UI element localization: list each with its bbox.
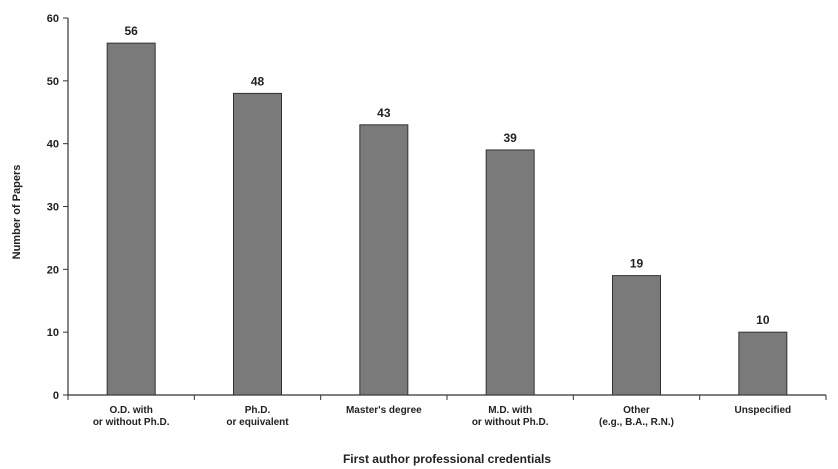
x-tick-label: M.D. with or without Ph.D. <box>472 405 549 428</box>
bars <box>106 42 788 396</box>
bar <box>106 42 156 396</box>
category-labels: O.D. with or without Ph.D. Ph.D. or equival… <box>93 405 791 428</box>
x-tick-label: Unspecified <box>734 405 791 416</box>
y-tick-label: 30 <box>47 202 59 214</box>
y-tick-label: 0 <box>53 390 59 402</box>
x-tick-label: Other (e.g., B.A., R.N.) <box>599 405 674 428</box>
y-axis: 0 10 20 30 40 50 60 <box>47 13 69 402</box>
bar <box>485 149 535 396</box>
x-tick-label: Master's degree <box>346 405 422 416</box>
bar <box>232 92 283 396</box>
data-label: 43 <box>377 106 391 120</box>
bar <box>359 124 409 396</box>
x-axis-title: First author professional credentials <box>343 452 551 466</box>
bar <box>738 331 788 396</box>
data-label: 10 <box>756 313 770 327</box>
y-axis-title: Number of Papers <box>11 165 23 260</box>
y-tick-label: 40 <box>47 139 59 151</box>
data-label: 39 <box>503 131 517 145</box>
x-axis <box>67 394 827 400</box>
data-labels: 56 48 43 39 19 10 <box>124 24 769 327</box>
x-tick-label: Ph.D. or equivalent <box>226 405 289 428</box>
data-label: 48 <box>251 74 265 88</box>
y-tick-label: 50 <box>47 76 59 88</box>
data-label: 56 <box>124 24 138 38</box>
y-tick-label: 60 <box>47 13 59 25</box>
y-tick-label: 10 <box>47 327 59 339</box>
y-tick-label: 20 <box>47 264 59 276</box>
x-tick-label: O.D. with or without Ph.D. <box>93 405 170 428</box>
data-label: 19 <box>630 257 644 271</box>
bar <box>611 275 662 396</box>
